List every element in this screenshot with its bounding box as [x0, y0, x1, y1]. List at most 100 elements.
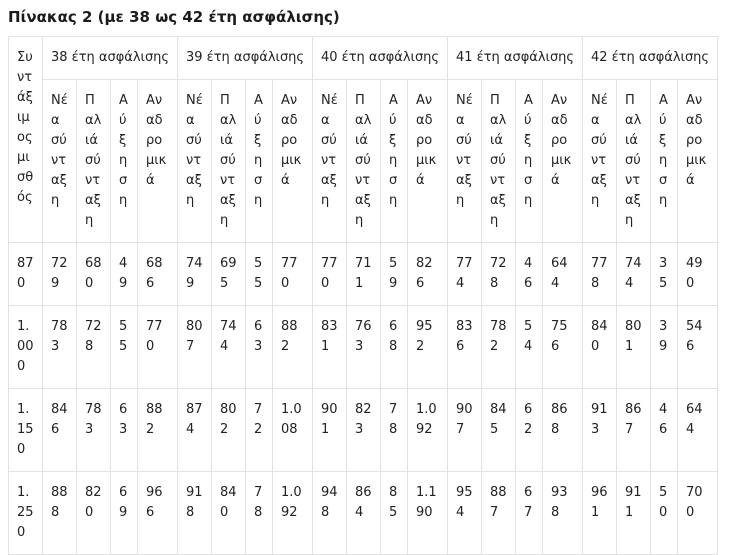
- table-cell: 948: [312, 471, 347, 555]
- table-cell: 711: [346, 242, 381, 306]
- sub-header-row: Νέα σύνταξη Παλιά σύνταξη Αύξηση Αναδρομ…: [9, 79, 718, 243]
- subheader-new-pension: Νέα σύνταξη: [177, 79, 212, 243]
- table-cell: 72: [245, 388, 273, 472]
- table-cell: 85: [380, 471, 408, 555]
- subheader-increase: Αύξηση: [515, 79, 543, 243]
- table-cell: 807: [177, 305, 212, 389]
- table-cell: 729: [42, 242, 77, 306]
- table-row: 1.250 888 820 69 966 918 840 78 1.092 94…: [8, 471, 718, 555]
- group-header-38-years: 38 έτη ασφάλισης: [42, 36, 178, 80]
- table-cell: 763: [346, 305, 381, 389]
- table-cell: 680: [76, 242, 111, 306]
- subheader-increase: Αύξηση: [110, 79, 138, 243]
- table-cell: 913: [582, 388, 617, 472]
- subheader-retroactive: Αναδρομικά: [407, 79, 448, 243]
- table-cell: 46: [650, 388, 678, 472]
- subheader-increase: Αύξηση: [245, 79, 273, 243]
- subheader-new-pension: Νέα σύνταξη: [312, 79, 347, 243]
- subheader-new-pension: Νέα σύνταξη: [582, 79, 617, 243]
- subheader-retroactive: Αναδρομικά: [677, 79, 718, 243]
- table-cell: 874: [177, 388, 212, 472]
- table-cell: 845: [481, 388, 516, 472]
- table-cell: 888: [42, 471, 77, 555]
- table-cell: 823: [346, 388, 381, 472]
- corner-header-pensionable-salary: Συντάξιμος μισθός: [8, 36, 43, 243]
- group-header-39-years: 39 έτη ασφάλισης: [177, 36, 313, 80]
- table-cell: 867: [616, 388, 651, 472]
- table-cell: 62: [515, 388, 543, 472]
- table-cell: 840: [211, 471, 246, 555]
- table-cell: 836: [447, 305, 482, 389]
- table-cell: 1.092: [407, 388, 448, 472]
- table-cell: 63: [245, 305, 273, 389]
- page-title: Πίνακας 2 (με 38 ως 42 έτη ασφάλισης): [8, 8, 340, 26]
- table-cell: 952: [407, 305, 448, 389]
- table-cell: 868: [542, 388, 583, 472]
- table-cell: 1.008: [272, 388, 313, 472]
- table-cell: 783: [42, 305, 77, 389]
- table-cell: 802: [211, 388, 246, 472]
- table-cell: 744: [616, 242, 651, 306]
- subheader-retroactive: Αναδρομικά: [272, 79, 313, 243]
- table-cell: 749: [177, 242, 212, 306]
- table-cell: 770: [272, 242, 313, 306]
- table-cell: 1.092: [272, 471, 313, 555]
- group-header-41-years: 41 έτη ασφάλισης: [447, 36, 583, 80]
- table-cell: 644: [677, 388, 718, 472]
- table-cell: 686: [137, 242, 178, 306]
- table-cell: 770: [312, 242, 347, 306]
- table-cell: 49: [110, 242, 138, 306]
- group-header-row: Συντάξιμος μισθός 38 έτη ασφάλισης 39 έτ…: [8, 36, 718, 243]
- table-cell: 728: [76, 305, 111, 389]
- table-cell: 63: [110, 388, 138, 472]
- table-cell: 728: [481, 242, 516, 306]
- subheader-retroactive: Αναδρομικά: [542, 79, 583, 243]
- subheader-new-pension: Νέα σύνταξη: [447, 79, 482, 243]
- table-cell: 907: [447, 388, 482, 472]
- salary-cell: 1.150: [8, 388, 43, 472]
- subheader-retroactive: Αναδρομικά: [137, 79, 178, 243]
- table-cell: 820: [76, 471, 111, 555]
- table-cell: 778: [582, 242, 617, 306]
- table-cell: 55: [245, 242, 273, 306]
- table-cell: 782: [481, 305, 516, 389]
- table-cell: 46: [515, 242, 543, 306]
- table-cell: 59: [380, 242, 408, 306]
- table-cell: 882: [137, 388, 178, 472]
- table-cell: 39: [650, 305, 678, 389]
- subheader-old-pension: Παλιά σύνταξη: [616, 79, 651, 243]
- table-cell: 644: [542, 242, 583, 306]
- table-row: 870 729 680 49 686 749 695 55 770 770 71…: [8, 242, 718, 306]
- table-cell: 67: [515, 471, 543, 555]
- table-cell: 882: [272, 305, 313, 389]
- table-cell: 831: [312, 305, 347, 389]
- salary-cell: 870: [8, 242, 43, 306]
- table-cell: 756: [542, 305, 583, 389]
- table-cell: 68: [380, 305, 408, 389]
- table-cell: 35: [650, 242, 678, 306]
- table-cell: 901: [312, 388, 347, 472]
- table-cell: 961: [582, 471, 617, 555]
- salary-cell: 1.250: [8, 471, 43, 555]
- table-cell: 546: [677, 305, 718, 389]
- table-cell: 918: [177, 471, 212, 555]
- subheader-old-pension: Παλιά σύνταξη: [211, 79, 246, 243]
- table-cell: 887: [481, 471, 516, 555]
- table-cell: 801: [616, 305, 651, 389]
- table-cell: 911: [616, 471, 651, 555]
- table-cell: 826: [407, 242, 448, 306]
- table-row: 1.000 783 728 55 770 807 744 63 882 831 …: [8, 305, 718, 389]
- salary-cell: 1.000: [8, 305, 43, 389]
- table-cell: 864: [346, 471, 381, 555]
- table-cell: 695: [211, 242, 246, 306]
- subheader-old-pension: Παλιά σύνταξη: [76, 79, 111, 243]
- subheader-increase: Αύξηση: [650, 79, 678, 243]
- table-cell: 846: [42, 388, 77, 472]
- table-cell: 69: [110, 471, 138, 555]
- subheader-increase: Αύξηση: [380, 79, 408, 243]
- group-header-40-years: 40 έτη ασφάλισης: [312, 36, 448, 80]
- table-cell: 1.190: [407, 471, 448, 555]
- table-cell: 774: [447, 242, 482, 306]
- table-cell: 78: [380, 388, 408, 472]
- table-cell: 78: [245, 471, 273, 555]
